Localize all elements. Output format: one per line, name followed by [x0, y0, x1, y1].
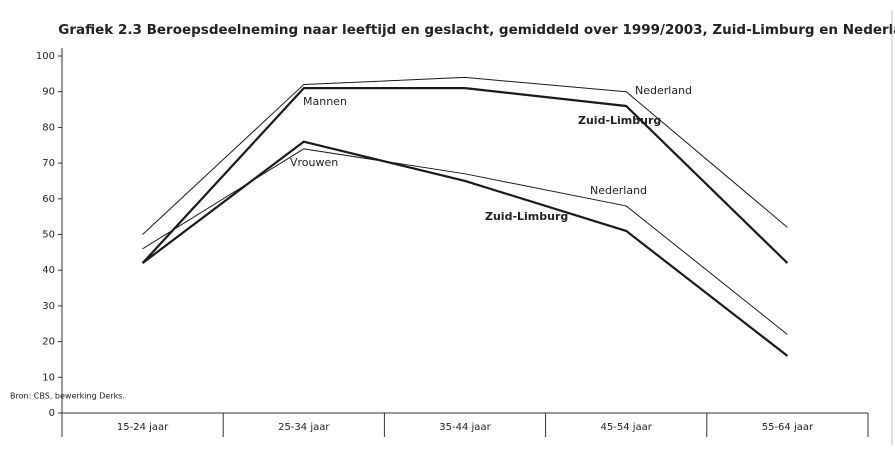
y-tick-label: 60 — [42, 194, 55, 205]
x-tick-label: 45-54 jaar — [601, 422, 653, 433]
y-tick-label: 20 — [42, 337, 55, 348]
x-tick-label: 25-34 jaar — [278, 422, 330, 433]
y-tick-label: 10 — [42, 372, 55, 383]
series-label: Zuid-Limburg — [578, 114, 661, 127]
series-line — [141, 140, 789, 357]
source-note: Bron: CBS, bewerking Derks. — [10, 392, 125, 401]
series-label: Zuid-Limburg — [485, 210, 568, 223]
series-label: Nederland — [635, 84, 692, 97]
y-tick-label: 40 — [42, 265, 55, 276]
y-tick-label: 80 — [42, 122, 55, 133]
y-tick-label: 70 — [42, 158, 55, 169]
y-tick-label: 100 — [36, 51, 55, 62]
x-tick-label: 35-44 jaar — [439, 422, 491, 433]
y-tick-label: 50 — [42, 230, 55, 241]
chart-title: Grafiek 2.3 Beroepsdeelneming naar leeft… — [58, 22, 895, 38]
series-line — [142, 148, 788, 335]
series-line — [142, 76, 788, 235]
y-tick-label: 30 — [42, 301, 55, 312]
annotation: Mannen — [303, 95, 347, 108]
x-tick-label: 15-24 jaar — [117, 422, 169, 433]
y-tick-label: 0 — [49, 408, 55, 419]
annotation: Vrouwen — [290, 156, 338, 169]
x-tick-label: 55-64 jaar — [762, 422, 814, 433]
series-label: Nederland — [590, 184, 647, 197]
y-tick-label: 90 — [42, 87, 55, 98]
series-line — [141, 87, 789, 264]
